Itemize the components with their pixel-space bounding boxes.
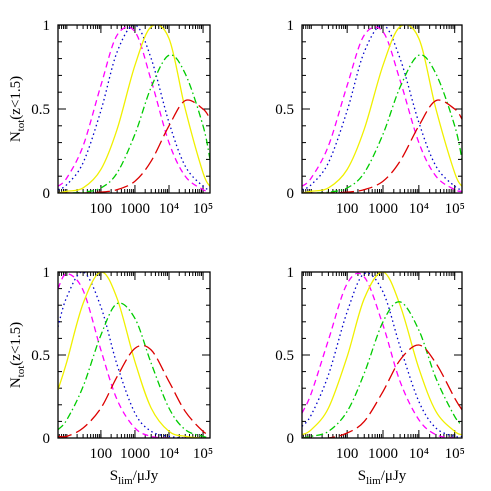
ylabel: Ntot(z<1.5) xyxy=(8,322,27,388)
curve xyxy=(302,301,462,438)
curve xyxy=(58,25,210,191)
x-tick-label: 10⁵ xyxy=(445,446,465,462)
x-tick-label: 10⁴ xyxy=(409,201,429,217)
ylabel-part: tot xyxy=(15,120,27,132)
xlabel-part: /μJy xyxy=(381,468,407,484)
x-tick-label: 100 xyxy=(336,446,359,462)
y-tick-label: 0.5 xyxy=(275,102,294,118)
plot-frame xyxy=(301,24,463,194)
x-tick-label: 100 xyxy=(90,446,113,462)
x-tick-label: 1000 xyxy=(120,201,150,217)
curve xyxy=(58,302,210,438)
x-tick-label: 10⁴ xyxy=(159,201,179,217)
y-tick-label: 0.5 xyxy=(31,102,50,118)
ylabel-part: N xyxy=(8,131,24,142)
x-tick-label: 10⁵ xyxy=(445,201,465,217)
y-tick-label: 1 xyxy=(287,265,295,281)
x-tick-label: 100 xyxy=(90,201,113,217)
y-tick-label: 0 xyxy=(287,431,295,447)
curve xyxy=(302,25,462,191)
ylabel-part: (z<1.5) xyxy=(8,76,24,120)
xlabel-part: S xyxy=(358,468,366,484)
y-tick-label: 1 xyxy=(43,265,51,281)
curve xyxy=(302,54,462,193)
ylabel: Ntot(z<1.5) xyxy=(8,76,27,142)
x-tick-label: 10⁴ xyxy=(159,446,179,462)
y-tick-label: 0 xyxy=(43,431,51,447)
y-tick-label: 1 xyxy=(287,18,295,34)
panel: 100 1000 10⁴ 10⁵ 0 0.5 1 Slim/μJy xyxy=(275,265,465,487)
curve xyxy=(58,272,210,438)
xlabel-part: /μJy xyxy=(133,468,159,484)
curve xyxy=(302,25,462,193)
ylabel-part: N xyxy=(8,377,24,388)
curve xyxy=(302,272,462,438)
xlabel-part: lim xyxy=(118,475,133,487)
plot-frame xyxy=(57,24,211,194)
x-tick-label: 1000 xyxy=(368,201,398,217)
curve xyxy=(58,25,210,193)
curve xyxy=(58,344,210,438)
x-tick-label: 1000 xyxy=(368,446,398,462)
x-tick-label: 100 xyxy=(336,201,359,217)
panel: 100 1000 10⁴ 10⁵ 0 0.5 1 xyxy=(275,18,465,217)
x-tick-label: 10⁴ xyxy=(409,446,429,462)
x-tick-label: 10⁵ xyxy=(193,201,213,217)
plot-frame xyxy=(301,271,463,439)
xlabel: Slim/μJy xyxy=(358,468,407,487)
panel: 100 1000 10⁴ 10⁵ 0 0.5 1 Ntot(z<1.5) xyxy=(8,18,213,217)
plot-frame xyxy=(57,271,211,439)
xlabel: Slim/μJy xyxy=(110,468,159,487)
curve xyxy=(302,272,462,436)
x-tick-label: 10⁵ xyxy=(193,446,213,462)
curve xyxy=(58,54,210,193)
ylabel-part: tot xyxy=(15,366,27,378)
curve xyxy=(58,99,210,193)
y-tick-label: 1 xyxy=(43,18,51,34)
y-tick-label: 0 xyxy=(43,186,51,202)
curve xyxy=(302,344,462,438)
panel: 100 1000 10⁴ 10⁵ 0 0.5 1 Ntot(z<1.5) Slim/μJy xyxy=(8,265,213,487)
curve xyxy=(302,26,462,192)
curve xyxy=(302,272,462,438)
curve xyxy=(58,273,210,438)
x-tick-label: 1000 xyxy=(120,446,150,462)
ylabel-part: (z<1.5) xyxy=(8,322,24,366)
y-tick-label: 0.5 xyxy=(275,348,294,364)
xlabel-part: S xyxy=(110,468,118,484)
y-tick-label: 0 xyxy=(287,186,295,202)
curve xyxy=(302,99,462,193)
y-tick-label: 0.5 xyxy=(31,348,50,364)
xlabel-part: lim xyxy=(366,475,381,487)
curve xyxy=(58,26,210,192)
